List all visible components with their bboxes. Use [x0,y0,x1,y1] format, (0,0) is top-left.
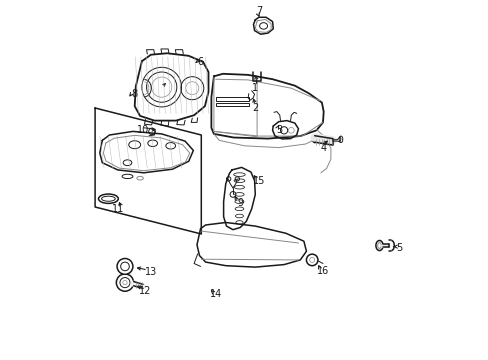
Circle shape [116,274,133,291]
Circle shape [117,258,133,274]
Text: 3: 3 [276,125,282,135]
Text: 14: 14 [209,289,222,300]
Ellipse shape [312,135,316,143]
Text: 4: 4 [320,143,326,153]
Text: 1: 1 [252,83,258,93]
Text: 16: 16 [316,266,328,276]
Bar [216,103,248,106]
Text: 15: 15 [252,176,264,186]
Text: 13: 13 [144,267,157,277]
Circle shape [306,254,317,266]
Ellipse shape [98,194,118,203]
Bar [216,97,248,101]
Text: 2: 2 [252,103,258,113]
Text: 9: 9 [237,198,243,208]
Text: 11: 11 [111,204,123,214]
Text: 10: 10 [137,125,149,135]
Text: 8: 8 [131,89,137,99]
Text: 12: 12 [139,285,151,296]
Text: 5: 5 [395,243,402,253]
Text: 7: 7 [255,6,262,16]
Text: 6: 6 [197,57,203,67]
Ellipse shape [375,240,382,251]
